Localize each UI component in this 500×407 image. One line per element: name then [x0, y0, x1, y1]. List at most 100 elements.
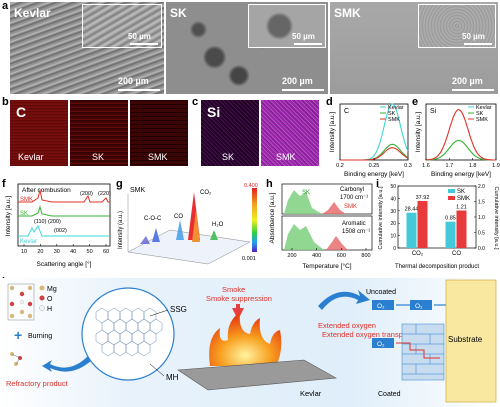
sem-main-scale-sk: 200 µm [282, 76, 313, 86]
eds-label-c-sk: SK [92, 152, 105, 162]
abs-sub-carbonyl: Carbonyl [340, 187, 364, 193]
bar-smk-0 [417, 200, 428, 248]
chart-g: SMK Intensity (a.u.) C-O-C CO CO₂ H₂O 0.… [118, 183, 258, 265]
legend-h-dot [39, 305, 45, 311]
sem-main-scalebar-kevlar [118, 89, 160, 91]
bar-sk-0 [406, 212, 417, 248]
xrd-curve-sk [18, 205, 110, 217]
xrd-legend-sk: SK [20, 211, 28, 217]
abs-sub-carbonyl-wn: 1700 cm⁻¹ [340, 195, 368, 201]
sem-inset-smk [418, 4, 496, 48]
ytick-left-label: 40 [390, 196, 396, 202]
ytick-right-label: 2.0 [478, 184, 485, 190]
xtick-label: 0.25 [369, 163, 380, 169]
tgftir-annot-co: CO [174, 214, 183, 220]
tgftir-peaks [140, 192, 218, 244]
eds-map-si-smk [261, 100, 319, 166]
sem-main-scale-smk: 200 µm [452, 76, 483, 86]
xtick-label: 1.8 [469, 163, 477, 169]
abs-legend-smk: SMK [344, 204, 357, 210]
ytick-right-label: 1.0 [478, 215, 485, 221]
panel-label-b: b [2, 96, 9, 108]
chart-i-ylabel-right: Cumulative intensity [a.u.] [493, 187, 499, 250]
transport-arrow-icon [318, 290, 370, 310]
chart-d-xlabel: Binding energy [keV] [344, 171, 404, 178]
ytick-left-label: 0 [393, 246, 396, 252]
legend-label-sk: SK [476, 111, 484, 117]
ytick-left-label: 20 [390, 221, 396, 227]
abs-sub-aromatic: Aromatic [342, 221, 366, 227]
xrd-legend-smk: SMK [20, 197, 33, 203]
sem-inset-scale-kevlar: 50 µm [128, 32, 151, 41]
o2-box-1 [372, 300, 394, 310]
bar-legend-sk-swatch [448, 189, 455, 193]
schematic-burning: Burning [28, 333, 52, 340]
panel-label-i: i [376, 178, 380, 190]
sem-inset-scalebar-smk [464, 43, 492, 45]
bar-value-label: 1.21 [456, 204, 467, 210]
tgftir-annot-h2o: H₂O [212, 222, 224, 228]
sem-image-kevlar: Kevlar 50 µm 200 µm [10, 2, 164, 94]
legend-mg: Mg [47, 286, 57, 293]
eds-title-c: C [16, 104, 27, 120]
xrd-annot-110: (110) [34, 219, 47, 225]
spectrum-line-smk [425, 109, 496, 161]
schematic-j: Mg O H + Burning Refractory product SSG … [0, 278, 500, 407]
panel-label-c: c [192, 96, 199, 108]
xtick-label: 10 [21, 249, 27, 255]
atom-h [20, 300, 24, 304]
schematic-smoke: Smoke suppression [206, 294, 272, 303]
bar-legend-sk: SK [457, 189, 465, 195]
legend-label-smk: SMK [388, 117, 400, 123]
schematic-refractory: Refractory product [6, 379, 69, 388]
sem-inset-sk [248, 4, 326, 48]
spectrum-line-sk [340, 143, 409, 161]
eds-label-si-smk: SMK [276, 152, 296, 162]
bar-value-label: 0.85 [445, 216, 456, 222]
tgftir-colorbar-min: 0.001 [242, 256, 256, 262]
xtick-label: 60 [103, 249, 109, 255]
tgftir-annot-coc: C-O-C [144, 216, 162, 222]
chart-h: SK SMK Carbonyl 1700 cm⁻¹ Aromatic 1508 … [269, 183, 373, 270]
xtick-label: 1.7 [446, 163, 454, 169]
burning-arrow-icon [42, 356, 92, 372]
legend-label-sk: SK [388, 111, 396, 117]
schematic-extended-1: Extended oxygen [318, 321, 376, 330]
xtick-label: 0.2 [336, 163, 344, 169]
ytick-left-label: 30 [390, 209, 396, 215]
chart-f-xlabel: Scattering angle [°] [37, 260, 92, 268]
spectrum-line-sk [425, 139, 496, 161]
panel-label-f: f [2, 178, 6, 190]
legend-label-kevlar: Kevlar [388, 105, 404, 111]
xrd-legend-kevlar: Kevlar [20, 239, 37, 245]
xtick-label: 400 [312, 253, 321, 259]
ssg-zoom-circle [81, 287, 175, 381]
chart-d-ylabel: Intensity [a.u.] [329, 112, 336, 153]
ytick-right-label: 0.0 [478, 246, 485, 252]
eds-label-si-sk: SK [222, 152, 235, 162]
schematic-substrate: Substrate [448, 335, 483, 344]
schematic-extended: Extended oxygen transport path [322, 330, 428, 339]
bar-smk-1 [456, 210, 467, 248]
xrd-annot-200a: (200) [80, 191, 93, 197]
eds-label-c-smk: SMK [148, 152, 168, 162]
panel-label-e: e [412, 96, 419, 108]
bar-category-label: CO₂ [412, 251, 424, 257]
chart-f: After combustion SMK SK Kevlar (200) (22… [5, 183, 111, 268]
chart-d-title: C [344, 108, 349, 115]
xtick-label: 200 [287, 253, 296, 259]
atom-mg [19, 309, 25, 315]
xrd-annot-200b: (200) [48, 219, 61, 225]
legend-o-dot [39, 295, 45, 301]
panel-label-d: d [326, 96, 333, 108]
ytick-right-label: 0.5 [478, 231, 485, 237]
atom-o [19, 291, 25, 297]
sem-title-sk: SK [170, 6, 187, 20]
spectrum-line-kevlar [340, 103, 409, 161]
refractory-molecule-icon [10, 352, 22, 366]
xrd-annot-002: (002) [54, 228, 67, 234]
flame-icon [209, 312, 282, 366]
tgftir-peak-h2o [210, 230, 218, 240]
eds-map-c-kevlar [10, 100, 68, 166]
